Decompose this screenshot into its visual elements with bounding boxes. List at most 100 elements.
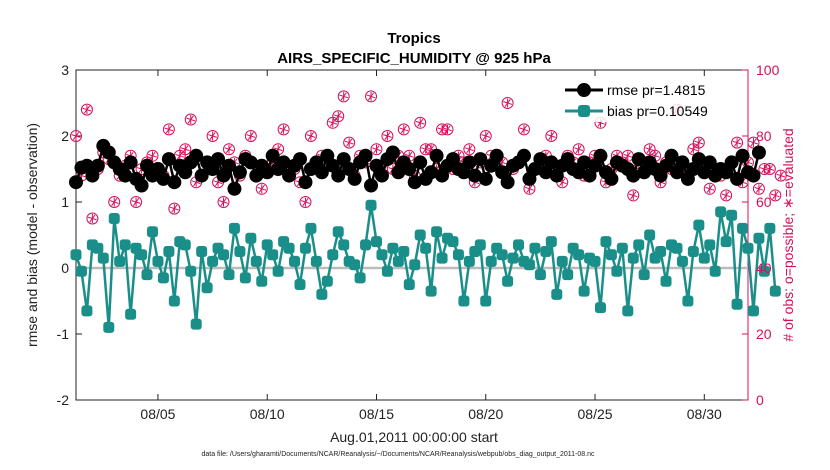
- bias-point: [234, 246, 246, 257]
- rmse-point: [467, 168, 482, 183]
- obs-count-point: [397, 123, 410, 136]
- obs-possible-marker: [518, 123, 530, 136]
- bias-point: [119, 239, 131, 251]
- obs-count-point: [80, 103, 93, 116]
- obs-possible-marker: [703, 182, 716, 195]
- obs-evaluated-marker: [428, 145, 435, 154]
- obs-evaluated-marker: [766, 165, 773, 173]
- tick-labels-layer: 08/05 08/10 08/15 08/20 08/25 08/30 -2 -1 0 1 2 3 0 2…: [57, 62, 780, 422]
- bias-point: [676, 255, 688, 267]
- bias-point: [381, 265, 393, 277]
- bias-point: [152, 255, 164, 267]
- obs-possible-marker: [747, 136, 760, 149]
- rmse-point: [631, 152, 646, 167]
- rmse-point: [402, 162, 417, 176]
- rmse-point: [156, 171, 171, 186]
- rmse-point: [189, 148, 204, 163]
- bias-point: [644, 229, 656, 241]
- bias-point: [283, 242, 295, 254]
- bias-point: [534, 269, 546, 281]
- bias-point: [611, 265, 623, 277]
- legend-bias-label: bias pr=0.10549: [607, 103, 708, 119]
- x-tick-label: 08/25: [578, 406, 613, 422]
- obs-evaluated-marker: [646, 145, 653, 154]
- obs-evaluated-marker: [755, 184, 762, 193]
- bias-point: [179, 239, 191, 251]
- obs-evaluated-marker: [302, 198, 309, 206]
- obs-possible-marker: [572, 143, 585, 156]
- bias-point: [753, 232, 765, 244]
- obs-evaluated-marker: [706, 184, 713, 193]
- rmse-point: [735, 148, 750, 163]
- rmse-point: [691, 152, 706, 167]
- bias-point: [502, 275, 514, 287]
- obs-possible-marker: [179, 143, 192, 156]
- obs-evaluated-marker: [373, 145, 380, 154]
- bias-point: [125, 308, 137, 320]
- axes-ticks: [76, 69, 749, 401]
- rmse-point: [429, 148, 444, 163]
- bias-point: [223, 269, 235, 281]
- bias-point: [157, 272, 169, 284]
- bias-point: [163, 246, 175, 257]
- obs-evaluated-marker: [367, 92, 375, 101]
- bias-point: [682, 295, 694, 307]
- obs-possible-marker: [332, 110, 345, 123]
- obs-count-point: [627, 189, 640, 202]
- y-axis-label: rmse and bias (model - observation): [24, 123, 40, 347]
- rmse-point: [544, 155, 559, 170]
- obs-count-point: [217, 196, 230, 208]
- obs-evaluated-marker: [171, 204, 178, 213]
- obs-count-point: [206, 130, 219, 142]
- obs-possible-marker: [184, 113, 197, 126]
- obs-possible-marker: [763, 163, 776, 175]
- obs-evaluated-marker: [225, 145, 233, 154]
- obs-evaluated-marker: [526, 184, 533, 193]
- obs-possible-marker: [397, 123, 410, 136]
- obs-possible-marker: [381, 130, 394, 142]
- rmse-point: [489, 148, 504, 163]
- rmse-point: [746, 168, 761, 183]
- obs-count-point: [545, 130, 558, 142]
- obs-count-point: [479, 130, 492, 142]
- obs-count-point: [162, 123, 175, 136]
- y-tick-label: -1: [57, 326, 70, 342]
- rmse-point: [500, 175, 515, 190]
- obs-evaluated-marker: [548, 132, 555, 140]
- bias-point: [540, 246, 552, 257]
- bias-point: [338, 239, 350, 251]
- bias-point: [616, 242, 628, 254]
- obs-evaluated-marker: [734, 138, 741, 147]
- bias-point: [578, 285, 590, 297]
- bias-point: [108, 213, 120, 224]
- bias-point: [228, 222, 240, 234]
- obs-count-point: [337, 90, 350, 103]
- bias-point: [349, 259, 361, 271]
- bias-point: [556, 255, 568, 267]
- obs-count-point: [463, 143, 476, 156]
- rmse-point: [331, 168, 346, 183]
- obs-evaluated-marker: [182, 145, 189, 154]
- rmse-point: [134, 178, 149, 193]
- bias-point: [92, 242, 104, 254]
- obs-count-point: [365, 90, 378, 103]
- obs-evaluated-marker: [335, 112, 342, 121]
- obs-possible-marker: [299, 196, 312, 208]
- obs-evaluated-marker: [723, 191, 730, 200]
- y-tick-label: 1: [61, 194, 69, 210]
- bias-point: [409, 259, 421, 271]
- y-right-tick-label: 20: [756, 326, 772, 342]
- chart-title: Tropics: [387, 30, 440, 47]
- bias-point: [376, 249, 388, 261]
- obs-possible-marker: [479, 130, 492, 142]
- y-tick-label: -2: [57, 392, 70, 408]
- x-tick-label: 08/30: [687, 406, 722, 422]
- bias-point: [294, 279, 306, 290]
- rmse-point: [593, 148, 608, 163]
- obs-evaluated-marker: [149, 151, 156, 160]
- obs-evaluated-marker: [400, 125, 407, 134]
- obs-count-point: [518, 123, 530, 136]
- bias-point: [622, 305, 634, 317]
- obs-evaluated-marker: [220, 198, 227, 206]
- obs-evaluated-marker: [575, 145, 582, 154]
